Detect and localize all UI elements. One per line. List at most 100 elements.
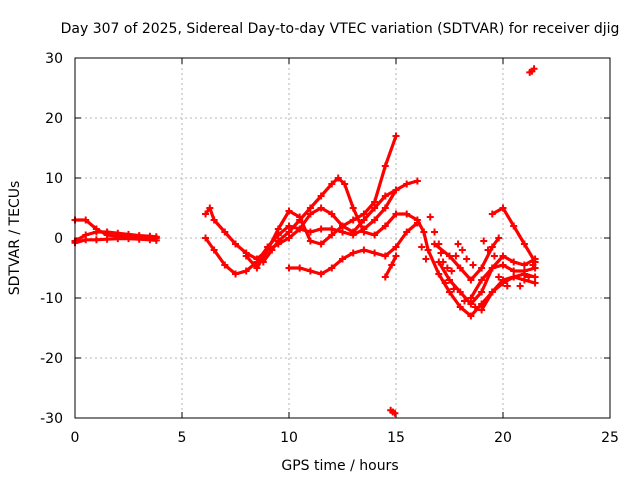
data-point [435, 240, 443, 248]
data-point [296, 264, 304, 272]
data-point [371, 249, 379, 257]
data-point [467, 276, 475, 284]
data-point [510, 267, 518, 275]
data-point [371, 204, 379, 212]
data-point [454, 240, 462, 248]
data-point [495, 273, 503, 281]
data-point [469, 261, 477, 269]
data-point [381, 222, 389, 230]
data-point [232, 240, 239, 248]
data-point [202, 234, 210, 242]
y-tick-label: 10 [45, 171, 63, 187]
data-point [210, 216, 218, 224]
data-point [381, 162, 389, 170]
data-point [392, 132, 400, 140]
data-point [360, 246, 368, 254]
data-point [349, 216, 357, 224]
data-point [488, 210, 496, 218]
series-trace [383, 254, 398, 279]
data-point [306, 237, 314, 245]
data-point [478, 300, 486, 308]
data-point [285, 222, 293, 230]
data-point [371, 198, 379, 206]
data-point [495, 234, 503, 242]
data-point [381, 273, 389, 281]
data-point [499, 261, 507, 269]
data-point [274, 231, 282, 239]
data-point [450, 285, 458, 293]
x-axis-label: GPS time / hours [281, 458, 398, 474]
data-point [328, 231, 336, 239]
data-point [285, 264, 293, 272]
data-point [392, 252, 400, 260]
scatter-markers [71, 65, 539, 417]
data-point [499, 252, 507, 260]
data-point [467, 294, 475, 302]
data-point [296, 216, 304, 224]
data-point [478, 276, 486, 284]
data-point [360, 228, 368, 236]
data-point [381, 192, 389, 200]
data-point [339, 228, 346, 236]
data-point [339, 222, 346, 230]
data-point [418, 243, 426, 251]
series-sdtvar [73, 134, 537, 318]
data-point [448, 267, 456, 275]
data-point [328, 210, 336, 218]
y-tick-label: 20 [45, 111, 63, 127]
data-point [381, 204, 389, 212]
data-point [478, 306, 486, 314]
y-tick-label: 30 [45, 51, 63, 67]
data-point [456, 303, 464, 311]
data-point [371, 216, 379, 224]
data-point [360, 216, 368, 224]
data-point [499, 276, 507, 284]
data-point [458, 246, 466, 254]
data-point [420, 228, 428, 236]
data-point [530, 65, 538, 73]
data-point [242, 267, 250, 275]
data-point [328, 264, 336, 272]
data-point [488, 243, 496, 251]
data-point [232, 270, 239, 278]
data-point [334, 174, 342, 182]
data-point [360, 210, 368, 218]
y-tick-label: -10 [40, 291, 63, 307]
data-point [274, 237, 282, 245]
data-point [285, 207, 293, 215]
x-tick-label: 0 [71, 430, 80, 446]
data-point [242, 252, 250, 260]
data-point [221, 261, 229, 269]
data-point [221, 228, 229, 236]
data-point [403, 228, 411, 236]
x-tick-label: 15 [387, 430, 405, 446]
data-point [510, 273, 518, 281]
data-point [349, 228, 357, 236]
x-tick-label: 5 [178, 430, 187, 446]
data-point [503, 282, 511, 290]
data-point [135, 235, 143, 243]
data-point [441, 279, 449, 287]
data-point [285, 228, 293, 236]
data-point [392, 210, 400, 218]
data-point [253, 264, 261, 272]
data-point [202, 210, 210, 218]
data-point [268, 246, 276, 254]
data-point [520, 261, 528, 269]
y-tick-labels: -30 -20 -10 0 10 20 30 [40, 51, 63, 427]
data-point [391, 409, 399, 417]
x-tick-label: 20 [494, 430, 512, 446]
data-point [341, 180, 349, 188]
data-point [114, 235, 122, 243]
data-point [467, 300, 475, 308]
data-point [446, 288, 453, 296]
data-point [488, 264, 496, 272]
y-axis-label: SDTVAR / TECUs [7, 181, 23, 296]
data-point [510, 258, 518, 266]
data-point [446, 252, 453, 260]
data-point [152, 236, 160, 244]
data-point [520, 240, 528, 248]
data-point [422, 255, 430, 263]
data-point [306, 267, 314, 275]
